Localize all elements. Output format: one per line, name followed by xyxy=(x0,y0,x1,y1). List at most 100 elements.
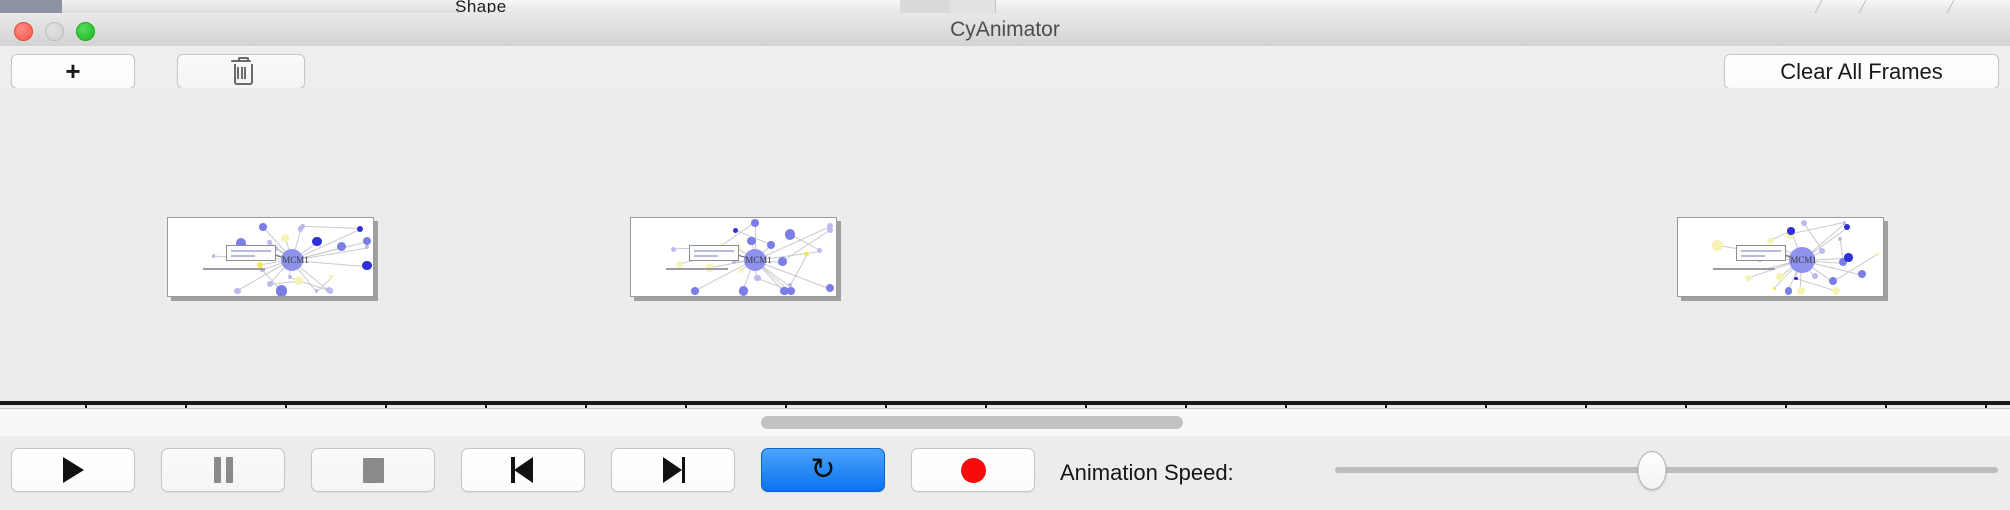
graph-node xyxy=(804,252,809,257)
timeline-axis: 2131415161718 Seconds xyxy=(0,401,2010,408)
graph-annotation-box xyxy=(226,245,276,261)
graph-node xyxy=(363,237,371,245)
graph-node xyxy=(297,225,304,232)
axis-line xyxy=(0,401,2010,405)
graph-node xyxy=(1874,251,1880,256)
graph-node xyxy=(1843,224,1850,231)
skip-back-icon xyxy=(511,457,535,483)
graph-node xyxy=(787,283,792,288)
minimize-button[interactable] xyxy=(45,22,64,41)
graph-node xyxy=(675,260,684,269)
axis-tick-minor xyxy=(185,405,187,408)
graph-node xyxy=(259,223,267,231)
add-frame-button[interactable]: + xyxy=(11,54,135,89)
axis-tick-minor xyxy=(1985,405,1987,408)
axis-tick-minor xyxy=(685,405,687,408)
skip-back-button[interactable] xyxy=(461,448,585,492)
axis-tick-minor xyxy=(485,405,487,408)
timeline-panel[interactable]: MCM1 MCM1 MCM1 2131415161718 Seconds xyxy=(0,88,2010,409)
loop-button[interactable]: ↻ xyxy=(761,448,885,492)
graph-node xyxy=(1787,227,1795,235)
annotation-text-line xyxy=(1741,255,1765,257)
graph-caption-text xyxy=(203,268,265,270)
trash-icon xyxy=(231,56,253,85)
clear-all-frames-button[interactable]: Clear All Frames xyxy=(1724,54,1999,89)
graph-hub-node xyxy=(744,248,767,271)
window-title: CyAnimator xyxy=(950,18,1060,41)
axis-tick-major xyxy=(585,405,587,408)
annotation-text-line xyxy=(231,255,255,257)
slider-knob[interactable] xyxy=(1637,451,1667,490)
play-button[interactable] xyxy=(11,448,135,492)
graph-node xyxy=(276,285,288,296)
frame-thumbnail[interactable]: MCM1 xyxy=(167,217,374,297)
frame-thumbnail[interactable]: MCM1 xyxy=(1677,217,1884,297)
graph-node xyxy=(777,257,787,266)
background-chip xyxy=(288,0,361,13)
graph-node xyxy=(337,242,347,252)
axis-tick-minor xyxy=(85,405,87,408)
axis-tick-minor xyxy=(1885,405,1887,408)
background-chip xyxy=(234,0,289,13)
graph-node xyxy=(1811,272,1818,279)
stop-button[interactable] xyxy=(311,448,435,492)
graph-node xyxy=(280,233,290,242)
skip-forward-button[interactable] xyxy=(611,448,735,492)
graph-node xyxy=(690,287,699,295)
graph-annotation-box xyxy=(689,245,739,261)
maximize-button[interactable] xyxy=(76,22,95,41)
graph-node xyxy=(738,268,744,274)
scrollbar-thumb[interactable] xyxy=(761,416,1183,429)
axis-tick-minor xyxy=(1085,405,1087,408)
graph-node xyxy=(1711,239,1724,251)
graph-node xyxy=(1829,276,1838,285)
axis-tick-minor xyxy=(1685,405,1687,408)
background-chip xyxy=(900,0,951,13)
graph-node xyxy=(329,275,333,279)
transport-bar: ↻ Animation Speed: xyxy=(0,436,2010,510)
graph-hub-label: MCM1 xyxy=(745,254,772,265)
background-chip xyxy=(182,0,235,13)
stop-icon xyxy=(362,457,384,483)
graph-hub-label: MCM1 xyxy=(282,254,309,265)
graph-node xyxy=(786,287,795,295)
loop-icon: ↻ xyxy=(810,452,836,487)
record-icon xyxy=(960,457,986,483)
slider-track[interactable] xyxy=(1335,467,1998,473)
graph-node xyxy=(751,219,760,227)
graph-node xyxy=(287,275,292,280)
animation-speed-label: Animation Speed: xyxy=(1060,460,1234,485)
frame-thumbnail[interactable]: MCM1 xyxy=(630,217,837,297)
graph-node xyxy=(1784,287,1793,295)
graph-node xyxy=(826,222,834,229)
graph-node xyxy=(732,228,738,233)
pause-icon xyxy=(213,457,234,483)
network-graph-thumbnail: MCM1 xyxy=(631,218,836,296)
graph-node xyxy=(1745,274,1752,282)
graph-node xyxy=(1832,287,1840,295)
background-chip xyxy=(62,0,183,13)
graph-node xyxy=(780,286,790,296)
annotation-text-line xyxy=(231,250,271,252)
graph-node xyxy=(1793,276,1798,281)
timeline-scrollbar[interactable] xyxy=(0,409,2010,437)
graph-node xyxy=(356,225,363,232)
delete-frame-button[interactable] xyxy=(177,54,305,89)
graph-node xyxy=(364,244,370,250)
network-graph-thumbnail: MCM1 xyxy=(1678,218,1883,296)
pause-button[interactable] xyxy=(161,448,285,492)
close-button[interactable] xyxy=(14,22,33,41)
graph-node xyxy=(327,288,334,294)
annotation-text-line xyxy=(694,255,718,257)
graph-node xyxy=(1800,219,1807,227)
axis-tick-minor xyxy=(1285,405,1287,408)
background-window-strip: Shape xyxy=(0,0,2010,14)
graph-node xyxy=(1772,286,1776,291)
animation-speed-slider[interactable] xyxy=(1335,448,1998,492)
play-icon xyxy=(62,457,84,483)
graph-node xyxy=(294,275,304,285)
graph-node xyxy=(738,286,748,296)
skip-forward-icon xyxy=(661,457,685,483)
record-button[interactable] xyxy=(911,448,1035,492)
graph-node xyxy=(211,254,216,259)
